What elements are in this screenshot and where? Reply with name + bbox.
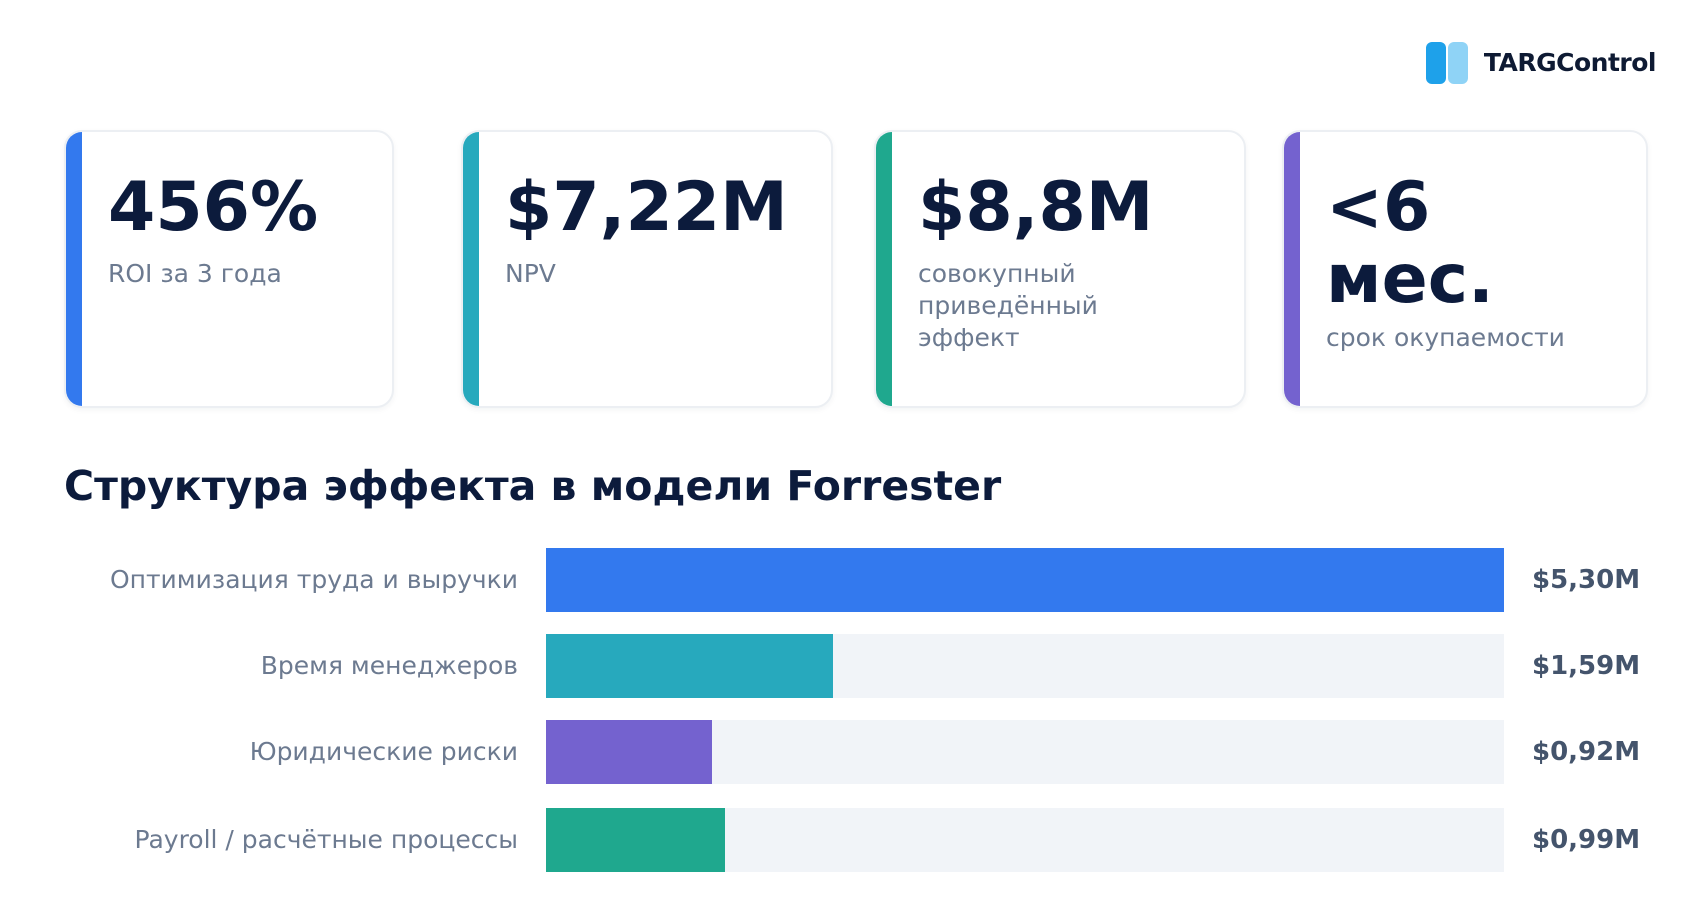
logo-icon-bar-left [1425,42,1446,84]
bar-value-label: $0,92M [1532,737,1641,767]
bar-track [546,548,1504,612]
bar-track [546,634,1504,698]
bar [546,548,1504,612]
kpi-value: <6 мес. [1326,168,1494,319]
bar-value-label: $1,59M [1532,651,1641,681]
kpi-card-roi: 456% ROI за 3 года [64,130,394,408]
kpi-accent-bar [876,132,892,406]
kpi-value: $8,8M [918,168,1154,247]
bar-row: Payroll / расчётные процессы $0,99M [0,808,1704,872]
logo-icon [1425,40,1472,84]
bar-value-label: $0,99M [1532,825,1641,855]
bar [546,808,725,872]
bar-row: Время менеджеров $1,59M [0,634,1704,698]
bar [546,720,713,784]
kpi-value: 456% [108,168,319,247]
bar-category-label: Юридические риски [249,737,518,766]
kpi-row: 456% ROI за 3 года $7,22M NPV $8,8M сово… [64,130,1648,410]
kpi-label: ROI за 3 года [108,259,282,288]
kpi-label: срок окупаемости [1326,323,1565,352]
kpi-label: NPV [505,259,556,288]
bar-row: Юридические риски $0,92M [0,720,1704,784]
kpi-accent-bar [66,132,82,406]
logo-icon-bar-right [1447,42,1468,84]
kpi-label: совокупный приведённый эффект [918,259,1098,352]
bar-category-label: Оптимизация труда и выручки [109,565,518,594]
bar-row: Оптимизация труда и выручки $5,30M [0,548,1704,612]
bar-track [546,808,1504,872]
kpi-value: $7,22M [505,168,788,247]
kpi-accent-bar [1284,132,1300,406]
kpi-accent-bar [463,132,479,406]
kpi-card-payback: <6 мес. срок окупаемости [1282,130,1648,408]
bar [546,634,834,698]
logo-text: TARGControl [1483,47,1657,77]
kpi-card-npv: $7,22M NPV [461,130,833,408]
bar-category-label: Payroll / расчётные процессы [134,825,519,854]
bar-category-label: Время менеджеров [260,651,518,680]
bar-track [546,720,1504,784]
bar-chart: Оптимизация труда и выручки $5,30M Время м… [0,548,1704,888]
kpi-card-total-effect: $8,8M совокупный приведённый эффект [874,130,1246,408]
bar-value-label: $5,30M [1532,565,1641,595]
brand-logo: TARGControl [1425,40,1657,84]
chart-title: Структура эффекта в модели Forrester [64,462,1002,510]
